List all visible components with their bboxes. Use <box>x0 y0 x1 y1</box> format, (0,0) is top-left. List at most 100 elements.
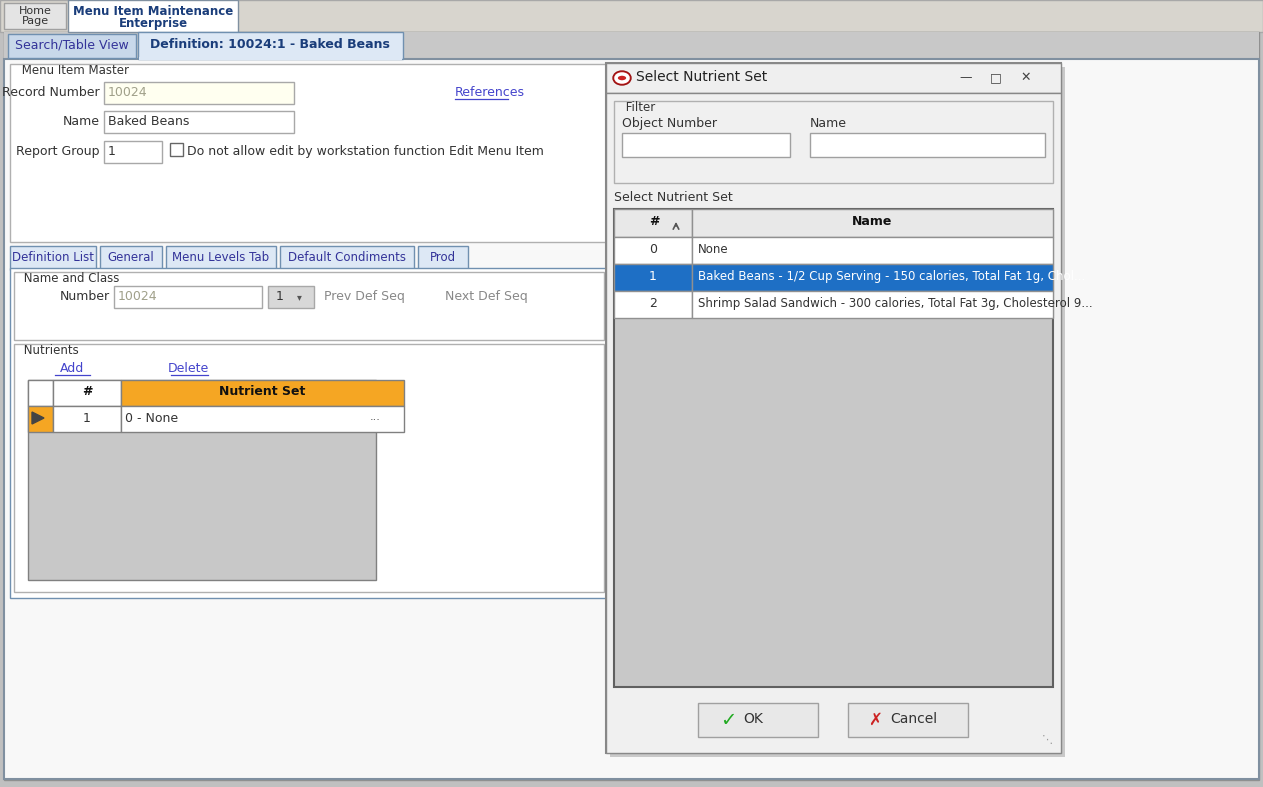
Text: ✓: ✓ <box>720 711 736 730</box>
Bar <box>614 209 692 237</box>
Text: Menu Item Maintenance: Menu Item Maintenance <box>73 5 234 18</box>
Bar <box>14 272 604 340</box>
Polygon shape <box>32 412 44 424</box>
Bar <box>10 268 608 598</box>
Text: Home: Home <box>19 6 52 16</box>
Text: Nutrient Set: Nutrient Set <box>218 385 306 398</box>
Text: ⋱: ⋱ <box>1042 735 1053 745</box>
Bar <box>692 237 1053 264</box>
Text: ✕: ✕ <box>1021 71 1032 84</box>
Text: Name: Name <box>810 117 847 130</box>
Bar <box>121 406 404 432</box>
Text: Baked Beans - 1/2 Cup Serving - 150 calories, Total Fat 1g, Chol...: Baked Beans - 1/2 Cup Serving - 150 calo… <box>698 270 1085 283</box>
Text: Cancel: Cancel <box>890 712 937 726</box>
Bar <box>614 209 1053 687</box>
Bar <box>606 93 1061 753</box>
Bar <box>698 703 818 737</box>
Text: Default Condiments: Default Condiments <box>288 251 405 264</box>
Bar <box>10 246 96 270</box>
Bar <box>100 246 162 270</box>
Text: Do not allow edit by workstation function Edit Menu Item: Do not allow edit by workstation functio… <box>187 145 544 158</box>
Text: 10024: 10024 <box>117 290 158 303</box>
Text: Select Nutrient Set: Select Nutrient Set <box>637 70 767 84</box>
Bar <box>692 209 1053 237</box>
Text: Next Def Seq: Next Def Seq <box>445 290 528 303</box>
Bar <box>104 111 294 133</box>
Text: Definition List: Definition List <box>13 251 93 264</box>
Text: 1: 1 <box>83 412 91 425</box>
Text: Add: Add <box>59 362 85 375</box>
Bar <box>104 141 162 163</box>
Bar <box>165 246 277 270</box>
Bar <box>418 246 469 270</box>
Text: 0: 0 <box>649 243 657 256</box>
Text: Filter: Filter <box>621 101 655 114</box>
Bar <box>692 264 1053 291</box>
Text: None: None <box>698 243 729 256</box>
Text: 1: 1 <box>649 270 657 283</box>
Text: Definition: 10024:1 - Baked Beans: Definition: 10024:1 - Baked Beans <box>150 38 390 51</box>
Bar <box>53 406 121 432</box>
Bar <box>614 237 692 264</box>
Bar <box>8 34 136 58</box>
Bar <box>614 264 692 291</box>
Text: Delete: Delete <box>168 362 208 375</box>
Bar <box>28 406 53 432</box>
Text: 2: 2 <box>649 297 657 310</box>
Bar <box>114 286 261 308</box>
Text: Name: Name <box>851 215 892 228</box>
Ellipse shape <box>616 74 628 82</box>
Text: Report Group: Report Group <box>16 145 100 158</box>
Bar <box>171 143 183 156</box>
Bar <box>10 64 608 242</box>
Text: 1: 1 <box>109 145 116 158</box>
Bar <box>268 286 314 308</box>
Text: Name and Class: Name and Class <box>20 272 120 285</box>
Text: Object Number: Object Number <box>621 117 717 130</box>
Bar <box>139 57 402 60</box>
Bar <box>0 0 1263 32</box>
Bar <box>14 344 604 592</box>
Text: Select Nutrient Set: Select Nutrient Set <box>614 191 733 204</box>
Text: #: # <box>82 385 92 398</box>
Bar <box>4 32 1259 60</box>
Text: References: References <box>455 86 525 99</box>
Bar <box>621 133 789 157</box>
Text: Nutrients: Nutrients <box>20 344 78 357</box>
Bar <box>121 380 404 406</box>
Bar <box>28 380 376 580</box>
Bar <box>810 133 1045 157</box>
Text: Record Number: Record Number <box>3 86 100 99</box>
Text: Shrimp Salad Sandwich - 300 calories, Total Fat 3g, Cholesterol 9...: Shrimp Salad Sandwich - 300 calories, To… <box>698 297 1092 310</box>
Text: Menu Levels Tab: Menu Levels Tab <box>173 251 269 264</box>
Text: Page: Page <box>21 16 48 26</box>
Text: ▾: ▾ <box>297 292 302 302</box>
Bar <box>28 380 53 406</box>
Text: ...: ... <box>370 412 381 422</box>
Text: #: # <box>649 215 659 228</box>
Text: Enterprise: Enterprise <box>119 17 188 30</box>
Bar <box>614 101 1053 183</box>
Text: Search/Table View: Search/Table View <box>15 39 129 52</box>
Text: Prev Def Seq: Prev Def Seq <box>325 290 405 303</box>
Bar <box>692 291 1053 318</box>
Bar <box>610 67 1065 757</box>
Bar <box>280 246 414 270</box>
Text: Prod: Prod <box>429 251 456 264</box>
Bar <box>614 291 692 318</box>
Text: 10024: 10024 <box>109 86 148 99</box>
Text: Menu Item Master: Menu Item Master <box>18 64 129 77</box>
Bar <box>138 32 403 59</box>
Text: 0 - None: 0 - None <box>125 412 178 425</box>
Text: Name: Name <box>63 115 100 128</box>
Text: ✗: ✗ <box>868 711 882 729</box>
Text: 1: 1 <box>277 290 284 303</box>
Text: OK: OK <box>743 712 763 726</box>
Bar <box>606 63 1061 93</box>
Text: □: □ <box>990 71 1002 84</box>
Bar <box>104 82 294 104</box>
Text: General: General <box>107 251 154 264</box>
Bar <box>68 0 237 32</box>
Ellipse shape <box>613 71 632 85</box>
Text: Baked Beans: Baked Beans <box>109 115 189 128</box>
